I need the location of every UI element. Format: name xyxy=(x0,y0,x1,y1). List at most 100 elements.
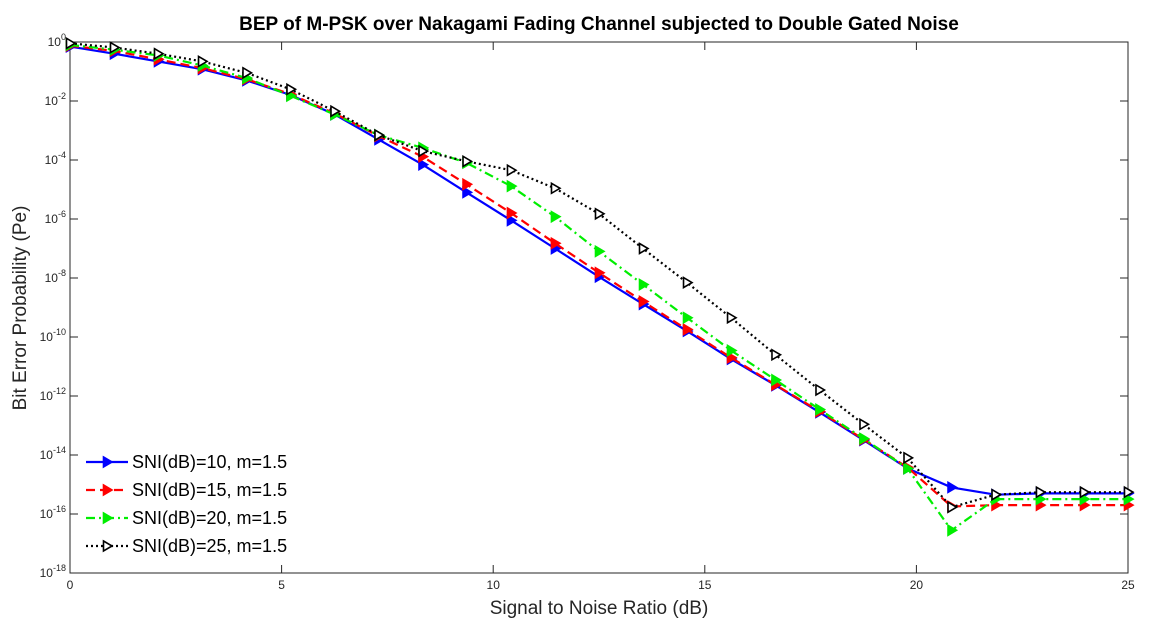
series-4-point xyxy=(153,47,165,61)
series-1-point xyxy=(462,185,474,199)
y-tick-label: 10-6 xyxy=(45,209,66,226)
y-tick-base: 10 xyxy=(40,566,54,580)
series-4-point xyxy=(418,144,430,158)
series-4 xyxy=(65,36,1135,514)
legend-label: SNI(dB)=10, m=1.5 xyxy=(132,452,287,472)
y-tick-exponent: -2 xyxy=(58,91,66,101)
y-tick-exponent: -18 xyxy=(53,563,66,573)
series-4-point xyxy=(242,66,254,80)
y-axis-ticks: 10010-210-410-610-810-1010-1210-1410-161… xyxy=(40,32,1128,580)
legend-label: SNI(dB)=20, m=1.5 xyxy=(132,508,287,528)
series-2-point xyxy=(506,206,518,220)
series-4-point xyxy=(330,104,342,118)
series-3-point xyxy=(815,403,827,416)
x-tick-label: 15 xyxy=(698,578,712,592)
x-tick-label: 5 xyxy=(278,578,285,592)
legend-entry: SNI(dB)=15, m=1.5 xyxy=(86,480,287,500)
legend-label: SNI(dB)=25, m=1.5 xyxy=(132,536,287,556)
y-tick-exponent: -10 xyxy=(53,327,66,337)
chart-title: BEP of M-PSK over Nakagami Fading Channe… xyxy=(239,14,959,35)
legend-label: SNI(dB)=15, m=1.5 xyxy=(132,480,287,500)
y-tick-label: 10-4 xyxy=(45,150,66,167)
series-4-point xyxy=(1035,485,1047,499)
legend: SNI(dB)=10, m=1.5 SNI(dB)=15, m=1.5 SNI(dB… xyxy=(86,452,287,556)
series-1-point xyxy=(947,480,959,494)
y-tick-base: 10 xyxy=(40,448,54,462)
series-4-point xyxy=(726,311,738,325)
y-tick-exponent: -6 xyxy=(58,209,66,219)
y-axis-label: Bit Error Probability (Pe) xyxy=(10,206,31,411)
y-tick-base: 10 xyxy=(48,35,62,49)
y-tick-base: 10 xyxy=(40,389,54,403)
y-tick-base: 10 xyxy=(45,212,59,226)
legend-entry: SNI(dB)=20, m=1.5 xyxy=(86,508,287,528)
series-4-point xyxy=(594,207,606,221)
series-4-point xyxy=(374,128,386,142)
y-tick-exponent: -12 xyxy=(53,386,66,396)
series-3-point xyxy=(726,344,738,357)
y-tick-label: 10-18 xyxy=(40,563,66,580)
y-tick-exponent: -4 xyxy=(58,150,66,160)
y-tick-label: 100 xyxy=(48,32,66,49)
series-4-point xyxy=(1123,485,1135,499)
y-tick-base: 10 xyxy=(40,330,54,344)
y-tick-exponent: -14 xyxy=(53,445,66,455)
series-3-point xyxy=(903,462,915,475)
legend-marker xyxy=(102,483,114,497)
series-1-point xyxy=(506,213,518,227)
series-4-point xyxy=(506,163,518,177)
legend-marker xyxy=(102,539,114,553)
y-tick-base: 10 xyxy=(45,94,59,108)
series-2-point xyxy=(462,177,474,191)
y-tick-label: 10-14 xyxy=(40,445,66,462)
series-2-point xyxy=(682,323,694,336)
series-3-point xyxy=(771,373,783,387)
series-4-point xyxy=(991,488,1003,502)
y-tick-base: 10 xyxy=(45,153,59,167)
series-4-point xyxy=(1079,485,1091,499)
legend-marker xyxy=(102,455,114,469)
y-tick-label: 10-8 xyxy=(45,268,66,285)
series-2-point xyxy=(594,266,606,280)
legend-entry: SNI(dB)=10, m=1.5 xyxy=(86,452,287,472)
series-4-point xyxy=(903,451,915,465)
y-tick-label: 10-12 xyxy=(40,386,66,403)
series-4-point xyxy=(682,276,694,289)
x-tick-label: 20 xyxy=(910,578,924,592)
y-tick-exponent: -8 xyxy=(58,268,66,278)
series-3-point xyxy=(947,523,959,537)
series-4-point xyxy=(815,383,827,397)
series-4-point xyxy=(286,82,298,96)
series-4-point xyxy=(65,36,77,50)
series-2-point xyxy=(550,236,562,250)
series-3-point xyxy=(550,210,562,224)
y-tick-base: 10 xyxy=(45,271,59,285)
series-3-point xyxy=(859,432,871,445)
series-4-point xyxy=(638,242,650,255)
y-tick-exponent: -16 xyxy=(53,504,66,514)
series-3-point xyxy=(638,278,650,291)
legend-entry: SNI(dB)=25, m=1.5 xyxy=(86,536,287,556)
series-4-point xyxy=(462,154,474,168)
series-2-point xyxy=(638,295,650,308)
series-4-point xyxy=(771,348,783,362)
series-4-point xyxy=(109,41,121,54)
series-3-point xyxy=(594,244,606,258)
series-3-point xyxy=(682,311,694,325)
x-axis-label: Signal to Noise Ratio (dB) xyxy=(490,598,709,619)
series-4-point xyxy=(947,500,959,514)
y-tick-exponent: 0 xyxy=(61,32,66,42)
series-1-point xyxy=(418,158,430,171)
series-layer xyxy=(65,36,1135,537)
x-tick-label: 10 xyxy=(487,578,501,592)
y-tick-label: 10-10 xyxy=(40,327,66,344)
y-tick-label: 10-2 xyxy=(45,91,66,108)
y-tick-base: 10 xyxy=(40,507,54,521)
series-4-point xyxy=(197,54,209,68)
x-axis-ticks: 0 5 10 15 20 25 xyxy=(67,42,1135,592)
series-4-point xyxy=(550,181,562,195)
x-tick-label: 25 xyxy=(1121,578,1135,592)
x-tick-label: 0 xyxy=(67,578,74,592)
series-3-point xyxy=(506,179,518,193)
